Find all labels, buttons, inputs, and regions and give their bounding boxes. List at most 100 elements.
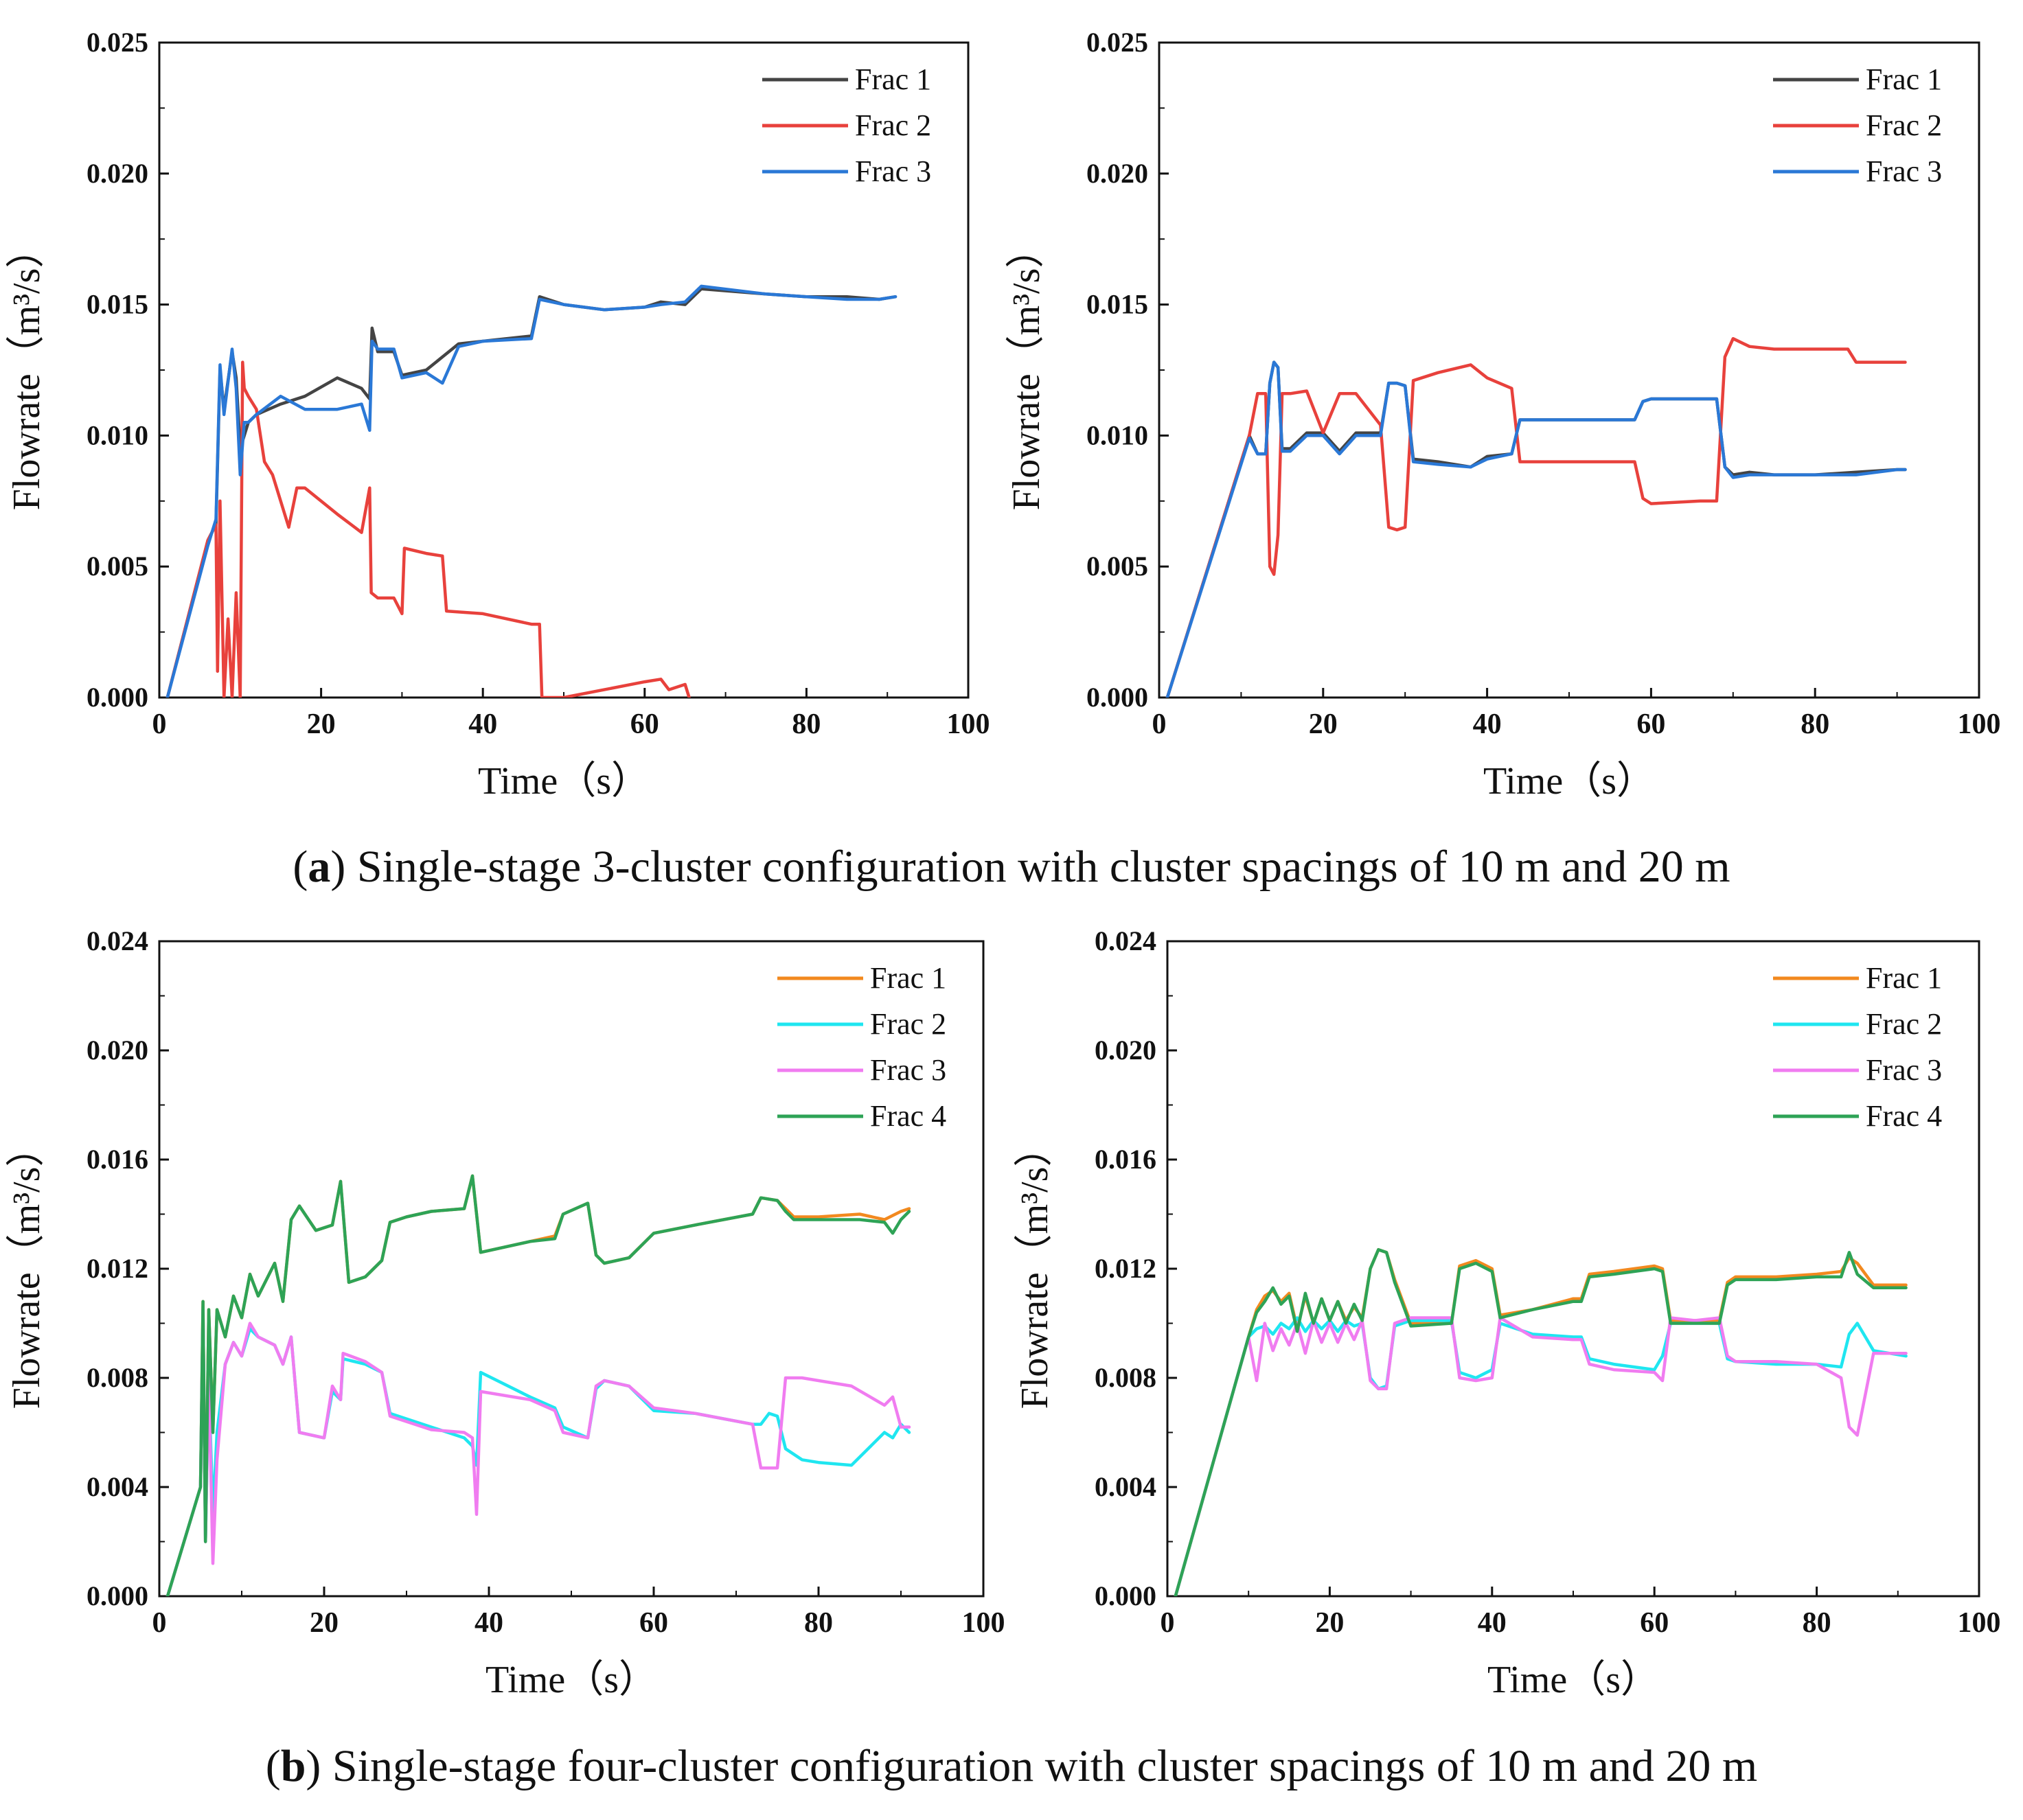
- series-line-frac-2: [1174, 1316, 1908, 1596]
- series-group: [1174, 1247, 1908, 1596]
- y-tick-label: 0.015: [1086, 289, 1148, 320]
- y-tick-label: 0.005: [87, 551, 148, 581]
- legend-label-frac-2: Frac 2: [1866, 1007, 1942, 1041]
- x-tick-label: 60: [1636, 709, 1665, 740]
- x-tick-label: 0: [152, 709, 167, 740]
- x-tick-label: 20: [1309, 709, 1338, 740]
- x-tick-label: 0: [152, 1607, 167, 1639]
- y-tick-label: 0.000: [1086, 682, 1148, 713]
- x-tick-label: 40: [1478, 1607, 1507, 1639]
- chart-b-left: 0.000 0.004 0.008 0.012 0.016 0.020 0.024 0 20 40…: [5, 925, 1005, 1701]
- caption-b: (b) Single-stage four-cluster configurat…: [265, 1741, 1758, 1791]
- caption-b-letter: b: [280, 1741, 306, 1791]
- y-tick-label: 0.020: [1086, 158, 1148, 189]
- y-tick-label: 0.010: [1086, 419, 1148, 450]
- y-axis-label: Flowrate（m³/s）: [1014, 1129, 1056, 1409]
- y-tick-label: 0.004: [87, 1471, 148, 1502]
- legend-label-frac-1: Frac 1: [1866, 961, 1942, 995]
- series-line-frac-3: [165, 284, 898, 698]
- x-tick-label: 20: [310, 1607, 339, 1639]
- y-tick-label: 0.024: [87, 925, 148, 956]
- series-line-frac-3: [1165, 360, 1907, 698]
- y-axis-label: Flowrate（m³/s）: [5, 230, 48, 511]
- y-tick-label: 0.008: [1095, 1362, 1156, 1393]
- legend-label-frac-3: Frac 3: [1866, 154, 1942, 188]
- legend-label-frac-3: Frac 3: [855, 154, 931, 188]
- series-line-frac-2: [165, 360, 691, 698]
- legend-label-frac-2: Frac 2: [1866, 108, 1942, 142]
- series-group: [1165, 336, 1907, 698]
- x-tick-label: 40: [1473, 709, 1502, 740]
- legend-label-frac-3: Frac 3: [1866, 1053, 1942, 1087]
- x-tick-label: 100: [962, 1607, 1005, 1639]
- series-group: [165, 284, 898, 698]
- y-tick-label: 0.012: [87, 1253, 148, 1284]
- y-axis-label: Flowrate（m³/s）: [1005, 230, 1048, 511]
- y-tick-label: 0.008: [87, 1362, 148, 1393]
- legend-label-frac-4: Frac 4: [870, 1099, 946, 1133]
- plot-frame: [1166, 940, 1980, 1598]
- caption-a: (a) Single-stage 3-cluster configuration…: [293, 842, 1730, 892]
- chart-a-left: 0.000 0.005 0.010 0.015 0.020 0.025 0 20 40 60 80 1…: [5, 27, 990, 803]
- x-tick-label: 60: [1640, 1607, 1669, 1639]
- series-group: [165, 1174, 911, 1596]
- x-tick-label: 80: [792, 709, 821, 740]
- legend-label-frac-3: Frac 3: [870, 1053, 946, 1087]
- plot-frame: [158, 940, 985, 1598]
- legend-label-frac-1: Frac 1: [855, 62, 931, 96]
- y-tick-label: 0.015: [87, 289, 148, 320]
- y-tick-label: 0.020: [87, 158, 148, 189]
- y-axis-label: Flowrate（m³/s）: [5, 1129, 48, 1409]
- x-tick-label: 80: [804, 1607, 833, 1639]
- x-tick-label: 40: [468, 709, 497, 740]
- x-tick-label: 20: [1315, 1607, 1344, 1639]
- legend-label-frac-4: Frac 4: [1866, 1099, 1942, 1133]
- series-line-frac-3: [1174, 1316, 1908, 1596]
- series-line-frac-2: [1165, 336, 1907, 698]
- y-tick-label: 0.000: [87, 1580, 148, 1611]
- x-tick-label: 100: [1958, 709, 2001, 740]
- legend-label-frac-1: Frac 1: [870, 961, 946, 995]
- caption-a-letter: a: [308, 842, 331, 892]
- plot-frame: [1158, 41, 1980, 699]
- series-line-frac-1: [165, 1174, 911, 1596]
- x-tick-label: 100: [1958, 1607, 2001, 1639]
- series-line-frac-4: [1174, 1247, 1908, 1596]
- x-axis-label: Time（s）: [485, 1659, 657, 1701]
- y-tick-label: 0.000: [87, 682, 148, 713]
- y-tick-label: 0.004: [1095, 1471, 1156, 1502]
- x-tick-label: 0: [1152, 709, 1167, 740]
- legend-label-frac-2: Frac 2: [870, 1007, 946, 1041]
- series-line-frac-4: [165, 1174, 911, 1596]
- x-axis-label: Time（s）: [478, 760, 650, 803]
- chart-a-right: 0.000 0.005 0.010 0.015 0.020 0.025 0 20 40 60 80 1…: [1005, 27, 2001, 803]
- y-tick-label: 0.000: [1095, 1580, 1156, 1611]
- y-tick-label: 0.016: [1095, 1144, 1156, 1175]
- x-tick-label: 100: [947, 709, 990, 740]
- y-tick-label: 0.020: [1095, 1035, 1156, 1065]
- x-tick-label: 80: [1801, 709, 1829, 740]
- series-line-frac-3: [165, 1308, 911, 1596]
- legend-label-frac-1: Frac 1: [1866, 62, 1942, 96]
- caption-b-text: Single-stage four-cluster configuration …: [332, 1741, 1758, 1791]
- y-tick-label: 0.025: [87, 27, 148, 58]
- x-tick-label: 80: [1803, 1607, 1831, 1639]
- y-tick-label: 0.005: [1086, 551, 1148, 581]
- y-tick-label: 0.020: [87, 1035, 148, 1065]
- x-tick-label: 60: [639, 1607, 668, 1639]
- y-tick-label: 0.025: [1086, 27, 1148, 58]
- y-tick-label: 0.024: [1095, 925, 1156, 956]
- x-tick-label: 20: [307, 709, 336, 740]
- x-tick-label: 60: [630, 709, 659, 740]
- y-tick-label: 0.010: [87, 419, 148, 450]
- caption-a-text: Single-stage 3-cluster configuration wit…: [356, 842, 1730, 892]
- chart-b-right: 0.000 0.004 0.008 0.012 0.016 0.020 0.024 0 20 40…: [1014, 925, 2001, 1701]
- x-axis-label: Time（s）: [1483, 760, 1655, 803]
- y-tick-label: 0.016: [87, 1144, 148, 1175]
- x-tick-label: 0: [1161, 1607, 1175, 1639]
- x-axis-label: Time（s）: [1487, 1659, 1659, 1701]
- plot-frame: [158, 41, 970, 699]
- legend-label-frac-2: Frac 2: [855, 108, 931, 142]
